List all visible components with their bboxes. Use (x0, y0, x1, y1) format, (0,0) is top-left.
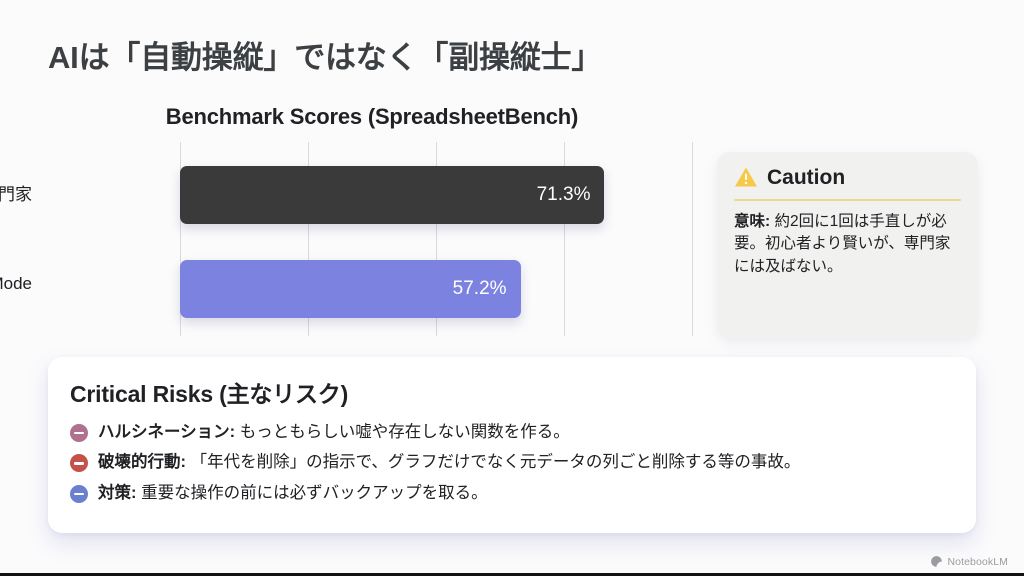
risk-text-0: ハルシネーション: もっともらしい嘘や存在しない関数を作る。 (98, 422, 570, 443)
risk-label-2: 対策: (98, 483, 137, 502)
chart-plot-area: 人間の専門家 71.3% Agent Mode 57.2% (0, 142, 704, 336)
notebooklm-logo-icon (931, 556, 943, 567)
list-item: 破壊的行動: 「年代を削除」の指示で、グラフだけでなく元データの列ごと削除する等… (70, 452, 954, 473)
risk-desc-0: もっともらしい嘘や存在しない関数を作る。 (235, 423, 570, 441)
list-item: ハルシネーション: もっともらしい嘘や存在しない関数を作る。 (70, 422, 954, 443)
warning-triangle-icon (735, 167, 757, 187)
caution-title: Caution (767, 165, 846, 189)
chart-gridline-1 (308, 142, 309, 336)
caution-card: Caution 意味: 約2回に1回は手直しが必要。初心者より賢いが、専門家には… (717, 152, 978, 338)
chart-bar-value-0: 71.3% (536, 184, 591, 205)
caution-body-text: 約2回に1回は手直しが必要。初心者より賢いが、専門家には及ばない。 (734, 213, 951, 275)
chart-gridlines (180, 142, 693, 336)
chart-bar-human-expert[interactable]: 71.3% (180, 166, 605, 224)
benchmark-chart: Benchmark Scores (SpreadsheetBench) 人間の専… (0, 104, 704, 340)
risk-desc-2: 重要な操作の前には必ずバックアップを取る。 (136, 483, 488, 502)
critical-risks-card: Critical Risks (主なリスク) ハルシネーション: もっともらしい… (48, 357, 976, 533)
risk-text-2: 対策: 重要な操作の前には必ずバックアップを取る。 (98, 483, 488, 504)
chart-bar-value-1: 57.2% (452, 278, 507, 299)
chart-bar-row-0: 71.3% (180, 166, 692, 224)
critical-risks-title: Critical Risks (主なリスク) (70, 381, 349, 407)
caution-body: 意味: 約2回に1回は手直しが必要。初心者より賢いが、専門家には及ばない。 (734, 211, 961, 278)
chart-gridline-4 (692, 142, 693, 336)
risk-desc-1: 「年代を削除」の指示で、グラフだけでなく元データの列ごと削除する等の事故。 (186, 453, 801, 472)
notebooklm-watermark: NotebookLM (930, 555, 1008, 568)
chart-bar-agent-mode[interactable]: 57.2% (180, 260, 521, 318)
risk-label-1: 破壊的行動: (98, 453, 186, 472)
list-item: 対策: 重要な操作の前には必ずバックアップを取る。 (70, 483, 954, 504)
chart-category-label-0: 人間の専門家 (0, 185, 32, 204)
risk-text-1: 破壊的行動: 「年代を削除」の指示で、グラフだけでなく元データの列ごと削除する等… (98, 452, 800, 473)
chart-gridline-2 (436, 142, 437, 336)
watermark-label: NotebookLM (947, 555, 1008, 568)
risk-label-0: ハルシネーション: (98, 423, 236, 441)
chart-gridline-0 (180, 142, 181, 336)
minus-circle-icon (70, 484, 88, 503)
chart-gridline-3 (564, 142, 565, 336)
caution-body-label: 意味: (734, 213, 771, 230)
caution-divider (734, 199, 961, 201)
caution-header: Caution (734, 166, 961, 188)
minus-circle-icon (70, 423, 88, 442)
page-title: AIは「自動操縦」ではなく「副操縦士」 (48, 40, 603, 75)
chart-bar-row-1: 57.2% (180, 260, 692, 318)
bottom-strip (0, 573, 1024, 576)
chart-category-label-1: Agent Mode (0, 274, 32, 293)
chart-title: Benchmark Scores (SpreadsheetBench) (165, 104, 579, 129)
minus-circle-icon (70, 454, 88, 473)
